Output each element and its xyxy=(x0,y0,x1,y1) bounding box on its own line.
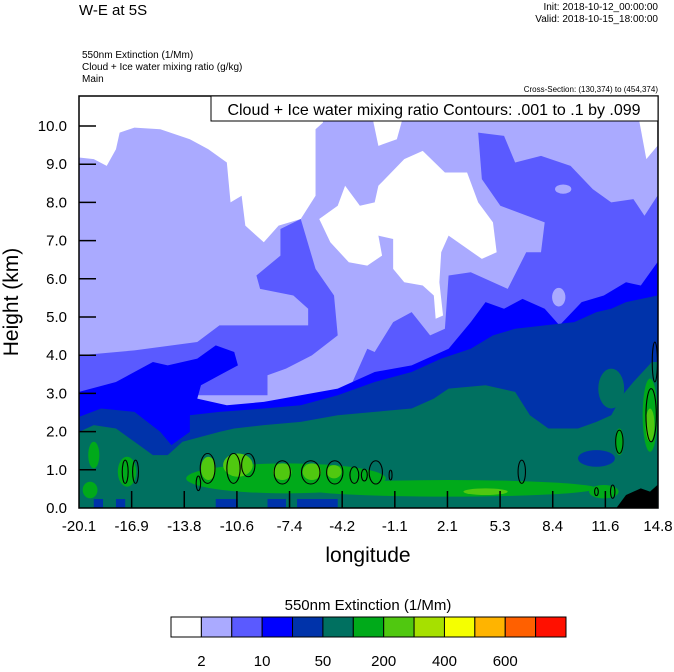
y-tick-label: 6.0 xyxy=(46,271,67,288)
colorbar-swatch xyxy=(413,616,445,638)
fill-level-10-patch xyxy=(552,287,566,307)
fill-level-200-patch xyxy=(598,368,625,409)
y-tick-label: 10.0 xyxy=(38,118,67,135)
colorbar-labels: 2 10 50 200 400 600 xyxy=(197,653,518,670)
terrain-mask xyxy=(616,485,658,508)
colorbar-swatch xyxy=(170,616,202,638)
colorbar-swatch xyxy=(535,616,567,638)
colorbar-label: 10 xyxy=(254,653,271,667)
x-tick-label: -16.9 xyxy=(115,518,149,535)
colorbar-swatch xyxy=(322,616,354,638)
fill-level-400-blobs xyxy=(200,408,655,495)
fill-white-top xyxy=(372,119,403,146)
colorbar-label: 400 xyxy=(432,653,457,667)
y-tick-labels: 0.0 1.0 2.0 3.0 4.0 5.0 6.0 7.0 8.0 9.0 10.0 xyxy=(38,118,67,517)
x-tick-label: -20.1 xyxy=(62,518,96,535)
colorbar-label: 200 xyxy=(371,653,396,667)
x-axis-title: longitude xyxy=(325,544,410,567)
colorbar-swatch xyxy=(231,616,263,638)
x-tick-label: -7.4 xyxy=(277,518,303,535)
fill-white-middle xyxy=(319,150,497,319)
y-tick-label: 7.0 xyxy=(46,233,67,250)
colorbar-label: 600 xyxy=(493,653,518,667)
valid-time: Valid: 2018-10-15_18:00:00 xyxy=(535,14,658,25)
x-tick-label: 14.8 xyxy=(643,518,672,535)
colorbar-swatch xyxy=(383,616,415,638)
y-axis-title: Height (km) xyxy=(0,248,23,357)
x-tick-label: -13.8 xyxy=(167,518,201,535)
colorbar-swatch xyxy=(474,616,506,638)
field-label-main: Main xyxy=(82,74,104,85)
colorbar-swatch xyxy=(261,616,294,638)
colorbar-swatch xyxy=(443,616,476,638)
contour-info-label: Cloud + Ice water mixing ratio Contours:… xyxy=(227,102,640,119)
x-tick-label: 2.1 xyxy=(437,518,458,535)
colorbar xyxy=(170,616,567,638)
fill-level-150-strips xyxy=(93,498,338,508)
field-label-cloud-ice: Cloud + Ice water mixing ratio (g/kg) xyxy=(82,62,242,73)
axis-ticks xyxy=(79,125,607,508)
colorbar-label: 2 xyxy=(197,653,205,667)
fill-level-150-patch xyxy=(577,450,615,467)
plot-title: W-E at 5S xyxy=(79,2,147,19)
y-tick-label: 2.0 xyxy=(46,424,67,441)
field-label-extinction: 550nm Extinction (1/Mm) xyxy=(82,50,193,61)
contour-info-box xyxy=(210,95,659,122)
cross-section-label: Cross-Section: (130,374) to (454,374) xyxy=(524,85,659,94)
y-tick-label: 8.0 xyxy=(46,194,67,211)
x-tick-label: 5.3 xyxy=(490,518,511,535)
fill-level-10-patch xyxy=(555,184,572,194)
colorbar-title: 550nm Extinction (1/Mm) xyxy=(285,597,452,614)
y-tick-label: 9.0 xyxy=(46,156,67,173)
y-tick-label: 3.0 xyxy=(46,385,67,402)
x-tick-labels: -20.1 -16.9 -13.8 -10.6 -7.4 -4.2 -1.1 2.1 5.3 8.… xyxy=(62,518,673,535)
y-tick-label: 4.0 xyxy=(46,347,67,364)
init-time: Init: 2018-10-12_00:00:00 xyxy=(543,2,658,13)
fill-level-50-left xyxy=(79,219,338,396)
fill-white-right xyxy=(638,119,658,160)
x-tick-label: -1.1 xyxy=(382,518,408,535)
x-tick-label: -10.6 xyxy=(220,518,254,535)
y-tick-label: 5.0 xyxy=(46,309,67,326)
plot-area xyxy=(79,96,658,508)
x-tick-label: -4.2 xyxy=(329,518,355,535)
y-tick-label: 0.0 xyxy=(46,500,67,517)
fill-white-left xyxy=(79,96,323,243)
x-tick-label: 8.4 xyxy=(542,518,563,535)
y-tick-label: 1.0 xyxy=(46,462,67,479)
colorbar-swatch xyxy=(504,616,537,638)
colorbar-swatch xyxy=(352,616,385,638)
x-tick-label: 11.6 xyxy=(591,518,619,535)
colorbar-swatch xyxy=(200,616,233,638)
colorbar-swatch xyxy=(292,616,324,638)
colorbar-label: 50 xyxy=(315,653,332,667)
